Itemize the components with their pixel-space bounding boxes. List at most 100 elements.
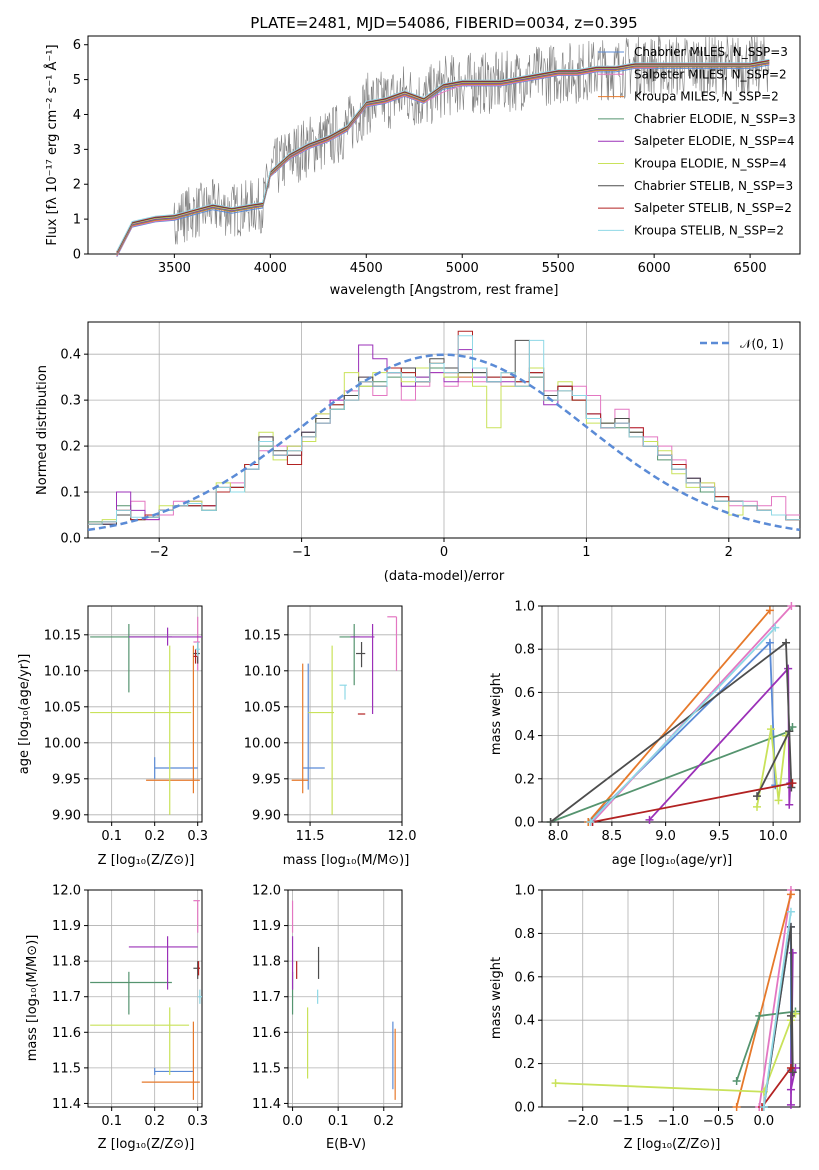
mass-weight-line — [762, 911, 792, 1108]
plus-marker — [551, 1079, 560, 1088]
plus-marker — [788, 948, 797, 957]
x-tick-label: 5000 — [446, 261, 479, 276]
residuals-panel: −2 −1 0 1 2 0.0 0.1 0.2 0.3 0.4 𝒩(0, 1) — [60, 321, 801, 560]
age-y-label: age [log₁₀(age/yr)] — [17, 654, 32, 775]
axes-frame — [541, 605, 801, 823]
y-tick-label: 2 — [73, 178, 81, 193]
x-tick-label: −1.0 — [657, 1114, 689, 1129]
y-tick-label: 0.2 — [60, 440, 81, 455]
x-tick-label: 0.2 — [144, 829, 165, 844]
y-tick-label: 0 — [73, 248, 81, 263]
mass-x-label: mass [log₁₀(M/M⊙)] — [283, 853, 410, 868]
y-tick-label: 12.0 — [52, 884, 81, 899]
plus-marker — [732, 1076, 741, 1085]
model-spectrum-line — [116, 63, 770, 256]
y-tick-label: 3 — [73, 143, 81, 158]
z-x-label-bottom: Z [log₁₀(Z/Z⊙)] — [98, 1137, 195, 1152]
histogram-step-line — [88, 335, 800, 525]
x-tick-label: 0.1 — [101, 1114, 122, 1129]
y-tick-label: 0.3 — [60, 394, 81, 409]
mass-weight-y-label-bottom: mass weight — [489, 957, 504, 1039]
plus-marker — [753, 802, 761, 811]
plus-marker — [645, 815, 654, 824]
x-tick-label: 8.5 — [602, 829, 623, 844]
plus-marker — [782, 638, 791, 647]
y-tick-label: 1.0 — [514, 884, 535, 899]
y-tick-label: 11.7 — [52, 990, 81, 1005]
y-tick-label: 1 — [73, 213, 81, 228]
mass-weight-line — [587, 609, 771, 823]
x-tick-label: 9.0 — [655, 829, 676, 844]
plus-marker — [786, 1085, 795, 1094]
plus-marker — [786, 1100, 795, 1109]
age-vs-mass-panel: 11.5 12.0 9.90 9.95 10.00 10.05 10.10 10.15 — [244, 605, 416, 844]
model-spectrum-line — [116, 60, 770, 253]
x-tick-label: −1 — [292, 545, 311, 560]
y-tick-label: 0.2 — [514, 1057, 535, 1072]
x-tick-label: 0.1 — [101, 829, 122, 844]
spectrum-x-label: wavelength [Angstrom, rest frame] — [330, 283, 559, 298]
ebv-x-label: E(B-V) — [326, 1137, 366, 1152]
x-tick-label: 2 — [725, 545, 733, 560]
x-tick-label: 0.0 — [753, 1114, 774, 1129]
plus-marker — [759, 1103, 768, 1111]
y-tick-label: 11.9 — [252, 919, 281, 934]
y-tick-label: 0.4 — [60, 348, 81, 363]
legend-entry: Chabrier MILES, N_SSP=3 — [634, 45, 788, 59]
plus-marker — [785, 800, 794, 809]
y-tick-label: 10.15 — [44, 628, 81, 643]
normal-distribution-curve — [87, 353, 801, 532]
x-tick-label: 10.0 — [759, 829, 788, 844]
legend-entry: Chabrier STELIB, N_SSP=3 — [634, 179, 793, 193]
legend-entry: Salpeter STELIB, N_SSP=2 — [634, 201, 792, 215]
y-tick-label: 10.10 — [244, 664, 281, 679]
mass-weight-line — [550, 726, 794, 823]
y-tick-label: 11.9 — [52, 919, 81, 934]
axes-frame — [87, 605, 203, 823]
plus-marker — [766, 725, 775, 734]
x-tick-label: 5500 — [542, 261, 575, 276]
y-tick-label: 11.5 — [252, 1061, 281, 1076]
legend-entry: Kroupa STELIB, N_SSP=2 — [634, 223, 784, 237]
legend-entry: Salpeter MILES, N_SSP=2 — [634, 67, 787, 81]
x-tick-label: 6500 — [734, 261, 767, 276]
x-tick-label: −0.5 — [703, 1114, 735, 1129]
y-tick-label: 5 — [73, 73, 81, 88]
axes-frame — [87, 889, 203, 1108]
axes-frame — [541, 889, 801, 1108]
y-tick-label: 11.4 — [52, 1097, 81, 1112]
plus-marker — [788, 1068, 797, 1077]
y-tick-label: 10.10 — [44, 664, 81, 679]
y-tick-label: 11.4 — [252, 1097, 281, 1112]
y-tick-label: 9.90 — [52, 808, 81, 823]
mass-weight-line — [555, 1013, 797, 1093]
model-spectrum-line — [116, 59, 770, 253]
y-tick-label: 1.0 — [514, 600, 535, 615]
y-tick-label: 11.6 — [252, 1026, 281, 1041]
mass-weight-line — [735, 894, 792, 1108]
legend-entry: Kroupa MILES, N_SSP=2 — [634, 90, 779, 104]
y-tick-label: 0.8 — [514, 643, 535, 658]
y-tick-label: 9.95 — [52, 772, 81, 787]
y-tick-label: 0.0 — [514, 816, 535, 831]
y-tick-label: 4 — [73, 108, 81, 123]
residuals-x-label: (data-model)/error — [384, 569, 505, 584]
y-tick-label: 0.4 — [514, 729, 535, 744]
y-tick-label: 10.05 — [44, 700, 81, 715]
mass-weight-y-label-top: mass weight — [489, 673, 504, 755]
mass-weight-vs-age-panel: 8.0 8.5 9.0 9.5 10.0 0.0 0.2 0.4 0.6 0.8 1.0 — [514, 600, 801, 844]
axes-frame — [287, 889, 403, 1108]
y-tick-label: 10.15 — [244, 628, 281, 643]
plus-marker — [771, 623, 780, 632]
figure-title: PLATE=2481, MJD=54086, FIBERID=0034, z=0… — [250, 14, 637, 32]
legend-entry: 𝒩(0, 1) — [740, 337, 784, 351]
y-tick-label: 0.1 — [60, 486, 81, 501]
age-x-label-right: age [log₁₀(age/yr)] — [612, 853, 733, 868]
mass-weight-line — [756, 728, 787, 808]
z-x-label-top: Z [log₁₀(Z/Z⊙)] — [98, 853, 195, 868]
x-tick-label: 0.2 — [373, 1114, 394, 1129]
spectrum-y-label: Flux [fλ 10⁻¹⁷ erg cm⁻² s⁻¹ Å⁻¹] — [44, 44, 60, 245]
x-tick-label: −2.0 — [567, 1114, 599, 1129]
axes-frame — [287, 605, 403, 823]
